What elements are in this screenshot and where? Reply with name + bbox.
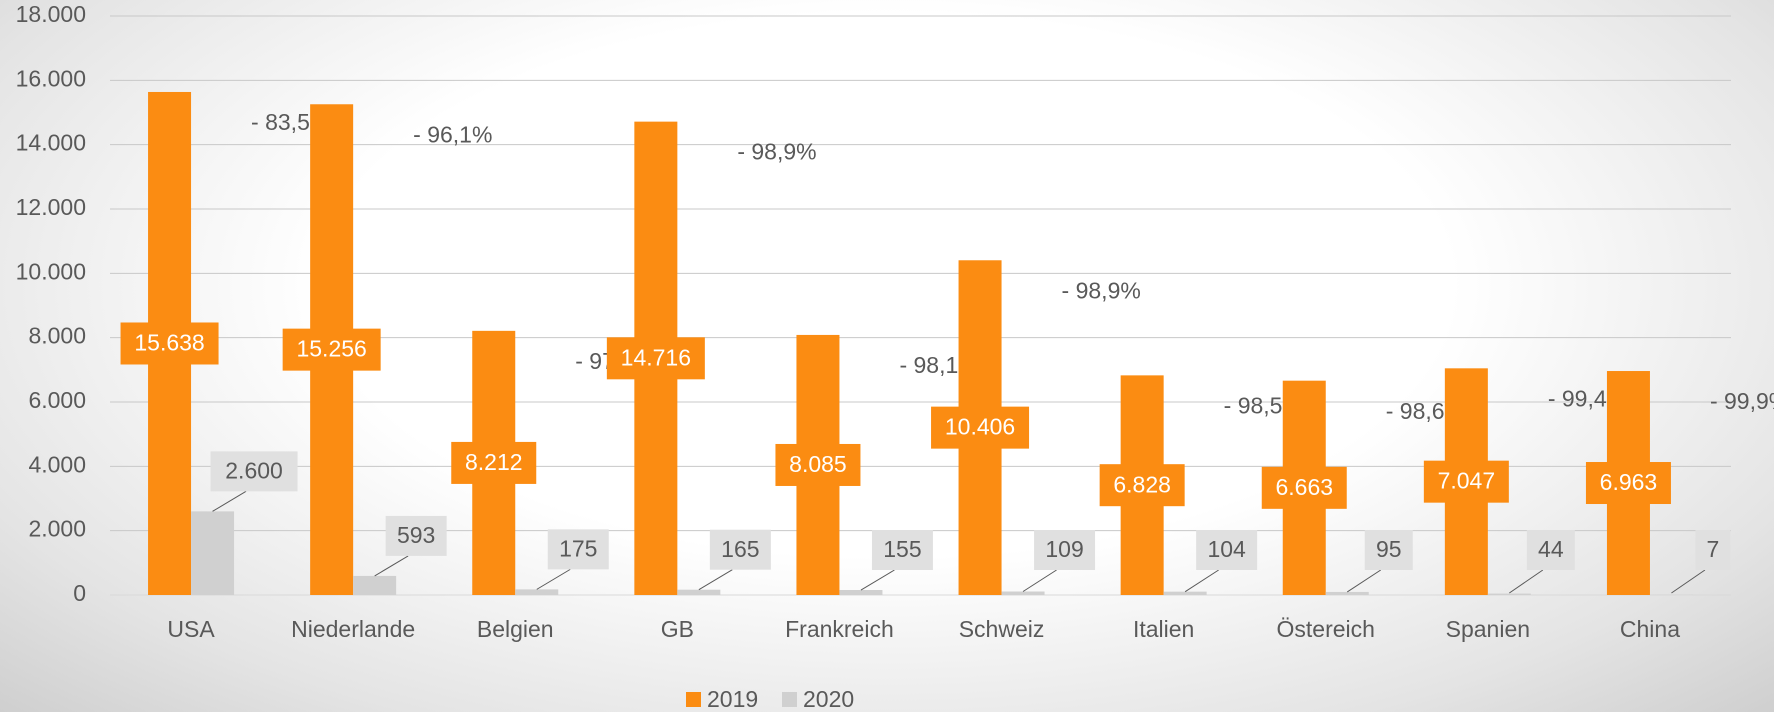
change-annotation: - 98,9% [737,139,816,165]
bar [839,590,882,595]
bar [1164,592,1207,595]
y-tick-label: 6.000 [28,387,86,413]
leader-line [1023,570,1057,591]
page: {"chart_data": {"type": "bar", "categori… [0,0,1774,712]
value-label: 6.663 [1275,474,1333,500]
value-label: 593 [397,522,435,548]
change-annotation: - 96,1% [413,121,492,147]
x-tick-label: USA [167,616,215,642]
value-label: 10.406 [945,414,1015,440]
value-label: 2.600 [225,457,283,483]
leader-line [1347,570,1381,592]
y-tick-label: 10.000 [16,258,86,284]
value-label: 7 [1707,536,1720,562]
x-tick-label: Schweiz [959,616,1045,642]
x-tick-label: Spanien [1446,616,1530,642]
y-tick-label: 16.000 [16,65,86,91]
value-label: 6.828 [1113,471,1171,497]
bar [353,576,396,595]
y-tick-label: 4.000 [28,451,86,477]
x-tick-label: Östereich [1277,616,1375,642]
leader-line [699,570,733,590]
value-label: 15.256 [296,336,366,362]
leader-line [1509,570,1543,593]
bar [515,589,558,595]
value-label: 104 [1207,536,1246,562]
legend-label: 2020 [803,686,854,712]
x-tick-label: Frankreich [785,616,894,642]
x-tick-label: Belgien [477,616,554,642]
x-tick-label: China [1620,616,1680,642]
y-tick-label: 12.000 [16,194,86,220]
value-label: 14.716 [621,344,691,370]
y-tick-label: 0 [73,580,86,606]
y-tick-label: 14.000 [16,130,86,156]
legend-swatch [686,692,701,707]
value-label: 8.212 [465,449,523,475]
y-tick-label: 18.000 [16,1,86,27]
leader-line [213,491,247,511]
bar [1488,594,1531,595]
value-label: 175 [559,535,597,561]
x-tick-label: GB [661,616,694,642]
leader-line [537,569,571,589]
legend-label: 2019 [707,686,758,712]
change-annotation: - 98,9% [1062,277,1141,303]
bar [1326,592,1369,595]
leader-line [1671,570,1705,593]
value-label: 95 [1376,536,1402,562]
legend-swatch [782,692,797,707]
change-annotation: - 99,9% [1710,388,1774,414]
value-label: 15.638 [134,330,204,356]
value-label: 165 [721,536,759,562]
x-tick-label: Niederlande [291,616,415,642]
bar [1002,591,1045,595]
leader-line [1185,570,1219,592]
y-tick-label: 8.000 [28,323,86,349]
value-label: 44 [1538,536,1564,562]
value-label: 155 [883,536,921,562]
leader-line [861,570,895,590]
x-tick-label: Italien [1133,616,1194,642]
chart: 0 2.000 4.000 6.000 8.000 10.000 12.000 14.000 1… [0,0,1774,712]
y-tick-label: 2.000 [28,516,86,542]
bar [191,511,234,595]
value-label: 109 [1045,536,1083,562]
bar [677,590,720,595]
value-label: 8.085 [789,451,847,477]
value-label: 7.047 [1438,468,1496,494]
leader-line [375,556,409,576]
value-label: 6.963 [1600,469,1658,495]
